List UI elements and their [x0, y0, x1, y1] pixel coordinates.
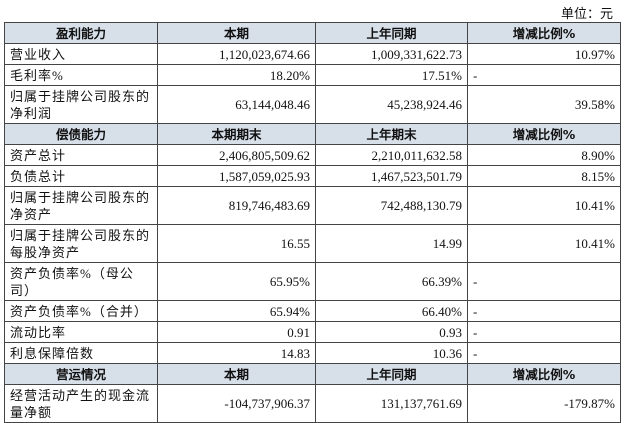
row-label: 资产总计 — [4, 144, 158, 166]
header-cell: 上年同期 — [315, 363, 468, 385]
data-row: 归属于挂牌公司股东的净利润 63,144,048.46 45,238,924.46 3… — [4, 85, 621, 124]
data-row: 归属于挂牌公司股东的每股净资产 16.55 14.99 10.41% — [4, 224, 621, 263]
cell: 66.39% — [315, 262, 468, 301]
cell: 17.51% — [315, 64, 468, 86]
table-body: 盈利能力 本期 上年同期 增减比例% 营业收入 1,120,023,674.66 1,009… — [4, 22, 621, 423]
row-label: 归属于挂牌公司股东的净资产 — [4, 186, 158, 225]
cell: 10.36 — [315, 342, 468, 364]
row-label: 营业收入 — [4, 43, 158, 65]
row-label: 经营活动产生的现金流量净额 — [4, 384, 158, 423]
cell: 2,406,805,509.62 — [157, 144, 316, 166]
cell: 2,210,011,632.58 — [315, 144, 468, 166]
cell: 10.97% — [467, 43, 621, 65]
cell: -104,737,906.37 — [157, 384, 316, 423]
cell: - — [467, 300, 621, 322]
cell: 1,467,523,501.79 — [315, 165, 468, 187]
cell: - — [467, 321, 621, 343]
header-cell: 增减比例% — [467, 363, 621, 385]
cell: 0.91 — [157, 321, 316, 343]
cell: 8.15% — [467, 165, 621, 187]
header-cell: 本期 — [157, 22, 316, 44]
cell: 0.93 — [315, 321, 468, 343]
header-cell: 增减比例% — [467, 22, 621, 44]
data-row: 经营活动产生的现金流量净额 -104,737,906.37 131,137,761.… — [4, 384, 621, 423]
cell: 14.83 — [157, 342, 316, 364]
cell: 1,120,023,674.66 — [157, 43, 316, 65]
cell: 10.41% — [467, 224, 621, 263]
cell: -179.87% — [467, 384, 621, 423]
header-row: 偿债能力 本期期末 上年期末 增减比例% — [4, 123, 621, 145]
unit-label: 单位：元 — [560, 6, 613, 21]
cell: 63,144,048.46 — [157, 85, 316, 124]
cell: 18.20% — [157, 64, 316, 86]
header-row: 营运情况 本期 上年同期 增减比例% — [4, 363, 621, 385]
cell: 39.58% — [467, 85, 621, 124]
row-label: 归属于挂牌公司股东的净利润 — [4, 85, 158, 124]
cell: - — [467, 262, 621, 301]
row-label: 流动比率 — [4, 321, 158, 343]
cell: 131,137,761.69 — [315, 384, 468, 423]
cell: 8.90% — [467, 144, 621, 166]
data-row: 利息保障倍数 14.83 10.36- — [4, 342, 621, 364]
cell: 65.94% — [157, 300, 316, 322]
cell: 10.41% — [467, 186, 621, 225]
cell: 1,587,059,025.93 — [157, 165, 316, 187]
row-label: 利息保障倍数 — [4, 342, 158, 364]
data-row: 资产负债率%（合并） 65.94% 66.40% - — [4, 300, 621, 322]
data-row: 负债总计 1,587,059,025.93 1,467,523,501.79 8.15… — [4, 165, 621, 187]
data-row: 资产负债率%（母公司） 65.95% 66.39% - — [4, 262, 621, 301]
data-row: 归属于挂牌公司股东的净资产 819,746,483.69 742,488,130.7… — [4, 186, 621, 225]
row-label: 资产负债率%（合并） — [4, 300, 158, 322]
data-row: 流动比率 0.91 0.93- — [4, 321, 621, 343]
cell: 819,746,483.69 — [157, 186, 316, 225]
header-cell: 偿债能力 — [4, 123, 158, 145]
header-row: 盈利能力 本期 上年同期 增减比例% — [4, 22, 621, 44]
header-cell: 盈利能力 — [4, 22, 158, 44]
row-label: 毛利率% — [4, 64, 158, 86]
header-cell: 本期 — [157, 363, 316, 385]
cell: 14.99 — [315, 224, 468, 263]
header-cell: 上年期末 — [315, 123, 468, 145]
cell: - — [467, 64, 621, 86]
header-cell: 营运情况 — [4, 363, 158, 385]
header-cell: 本期期末 — [157, 123, 316, 145]
data-row: 资产总计 2,406,805,509.62 2,210,011,632.58 8.90… — [4, 144, 621, 166]
header-cell: 增减比例% — [467, 123, 621, 145]
row-label: 负债总计 — [4, 165, 158, 187]
row-label: 资产负债率%（母公司） — [4, 262, 158, 301]
data-row: 毛利率% 18.20% 17.51% - — [4, 64, 621, 86]
cell: - — [467, 342, 621, 364]
cell: 66.40% — [315, 300, 468, 322]
financial-table: 盈利能力 本期 上年同期 增减比例% 营业收入 1,120,023,674.66 1,009… — [4, 22, 621, 423]
cell: 1,009,331,622.73 — [315, 43, 468, 65]
cell: 45,238,924.46 — [315, 85, 468, 124]
cell: 65.95% — [157, 262, 316, 301]
cell: 742,488,130.79 — [315, 186, 468, 225]
cell: 16.55 — [157, 224, 316, 263]
row-label: 归属于挂牌公司股东的每股净资产 — [4, 224, 158, 263]
data-row: 营业收入 1,120,023,674.66 1,009,331,622.73 10.9… — [4, 43, 621, 65]
header-cell: 上年同期 — [315, 22, 468, 44]
